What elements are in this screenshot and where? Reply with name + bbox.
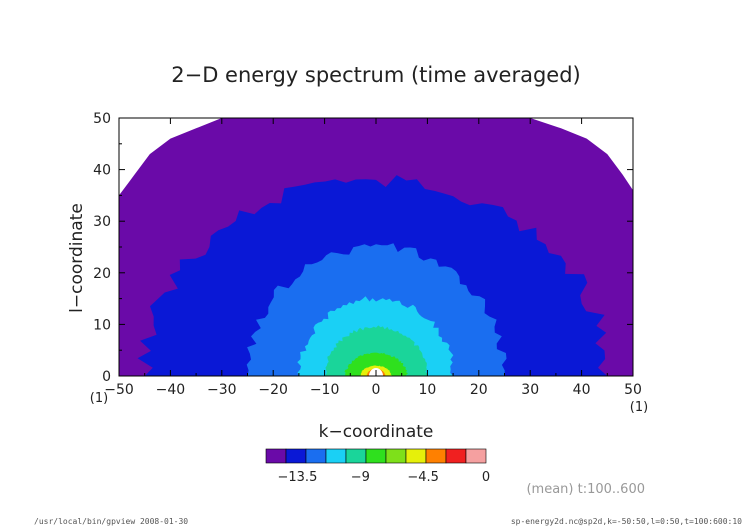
colorbar-swatch — [465, 448, 487, 464]
time-annotation: (mean) t:100..600 — [526, 482, 645, 497]
colorbar-tick-label: −13.5 — [278, 470, 318, 485]
x-unit-right: (1) — [630, 400, 648, 415]
x-tick-label: 10 — [418, 382, 436, 398]
contour-plot — [119, 118, 633, 376]
x-tick-label: −30 — [207, 382, 237, 398]
colorbar-swatch — [385, 448, 407, 464]
x-tick-label: −10 — [310, 382, 340, 398]
x-axis-label: k−coordinate — [319, 422, 434, 442]
y-tick-label: 10 — [93, 317, 111, 333]
colorbar-swatch — [325, 448, 347, 464]
colorbar-swatch — [405, 448, 427, 464]
x-tick-label: −40 — [156, 382, 186, 398]
colorbar-swatch — [265, 448, 287, 464]
x-tick-label: −50 — [104, 382, 134, 398]
contour-band-5 — [344, 352, 408, 376]
x-tick-label: 20 — [470, 382, 488, 398]
colorbar-tick-label: −9 — [351, 470, 370, 485]
x-tick-label: 30 — [521, 382, 539, 398]
x-axis-ticks: −50 −40 −30 −20 −10 0 10 20 30 40 50 — [104, 118, 642, 398]
y-tick-label: 40 — [93, 163, 111, 179]
colorbar-tick-label: 0 — [482, 470, 490, 485]
x-tick-label: 50 — [624, 382, 642, 398]
x-unit-left: (1) — [90, 391, 108, 406]
y-axis-ticks: 0 10 20 30 40 50 — [93, 111, 633, 385]
colorbar-swatch — [285, 448, 307, 464]
x-tick-label: 0 — [372, 382, 381, 398]
footer-command: /usr/local/bin/gpview 2008-01-30 — [34, 517, 189, 526]
y-tick-label: 0 — [102, 369, 111, 385]
y-tick-label: 20 — [93, 266, 111, 282]
y-axis-label: l−coordinate — [67, 203, 87, 313]
colorbar-tick-label: −4.5 — [407, 470, 439, 485]
x-tick-label: −20 — [258, 382, 288, 398]
colorbar-swatch — [305, 448, 327, 464]
colorbar-swatch — [425, 448, 447, 464]
footer-source: sp-energy2d.nc@sp2d,k=-50:50,l=0:50,t=10… — [510, 517, 742, 526]
colorbar-swatch — [365, 448, 387, 464]
chart-title: 2−D energy spectrum (time averaged) — [171, 63, 581, 87]
y-tick-label: 50 — [93, 111, 111, 127]
y-tick-label: 30 — [93, 214, 111, 230]
colorbar-swatch — [445, 448, 467, 464]
x-tick-label: 40 — [573, 382, 591, 398]
colorbar: −13.5 −9 −4.5 0 — [265, 448, 490, 485]
colorbar-swatch — [345, 448, 367, 464]
